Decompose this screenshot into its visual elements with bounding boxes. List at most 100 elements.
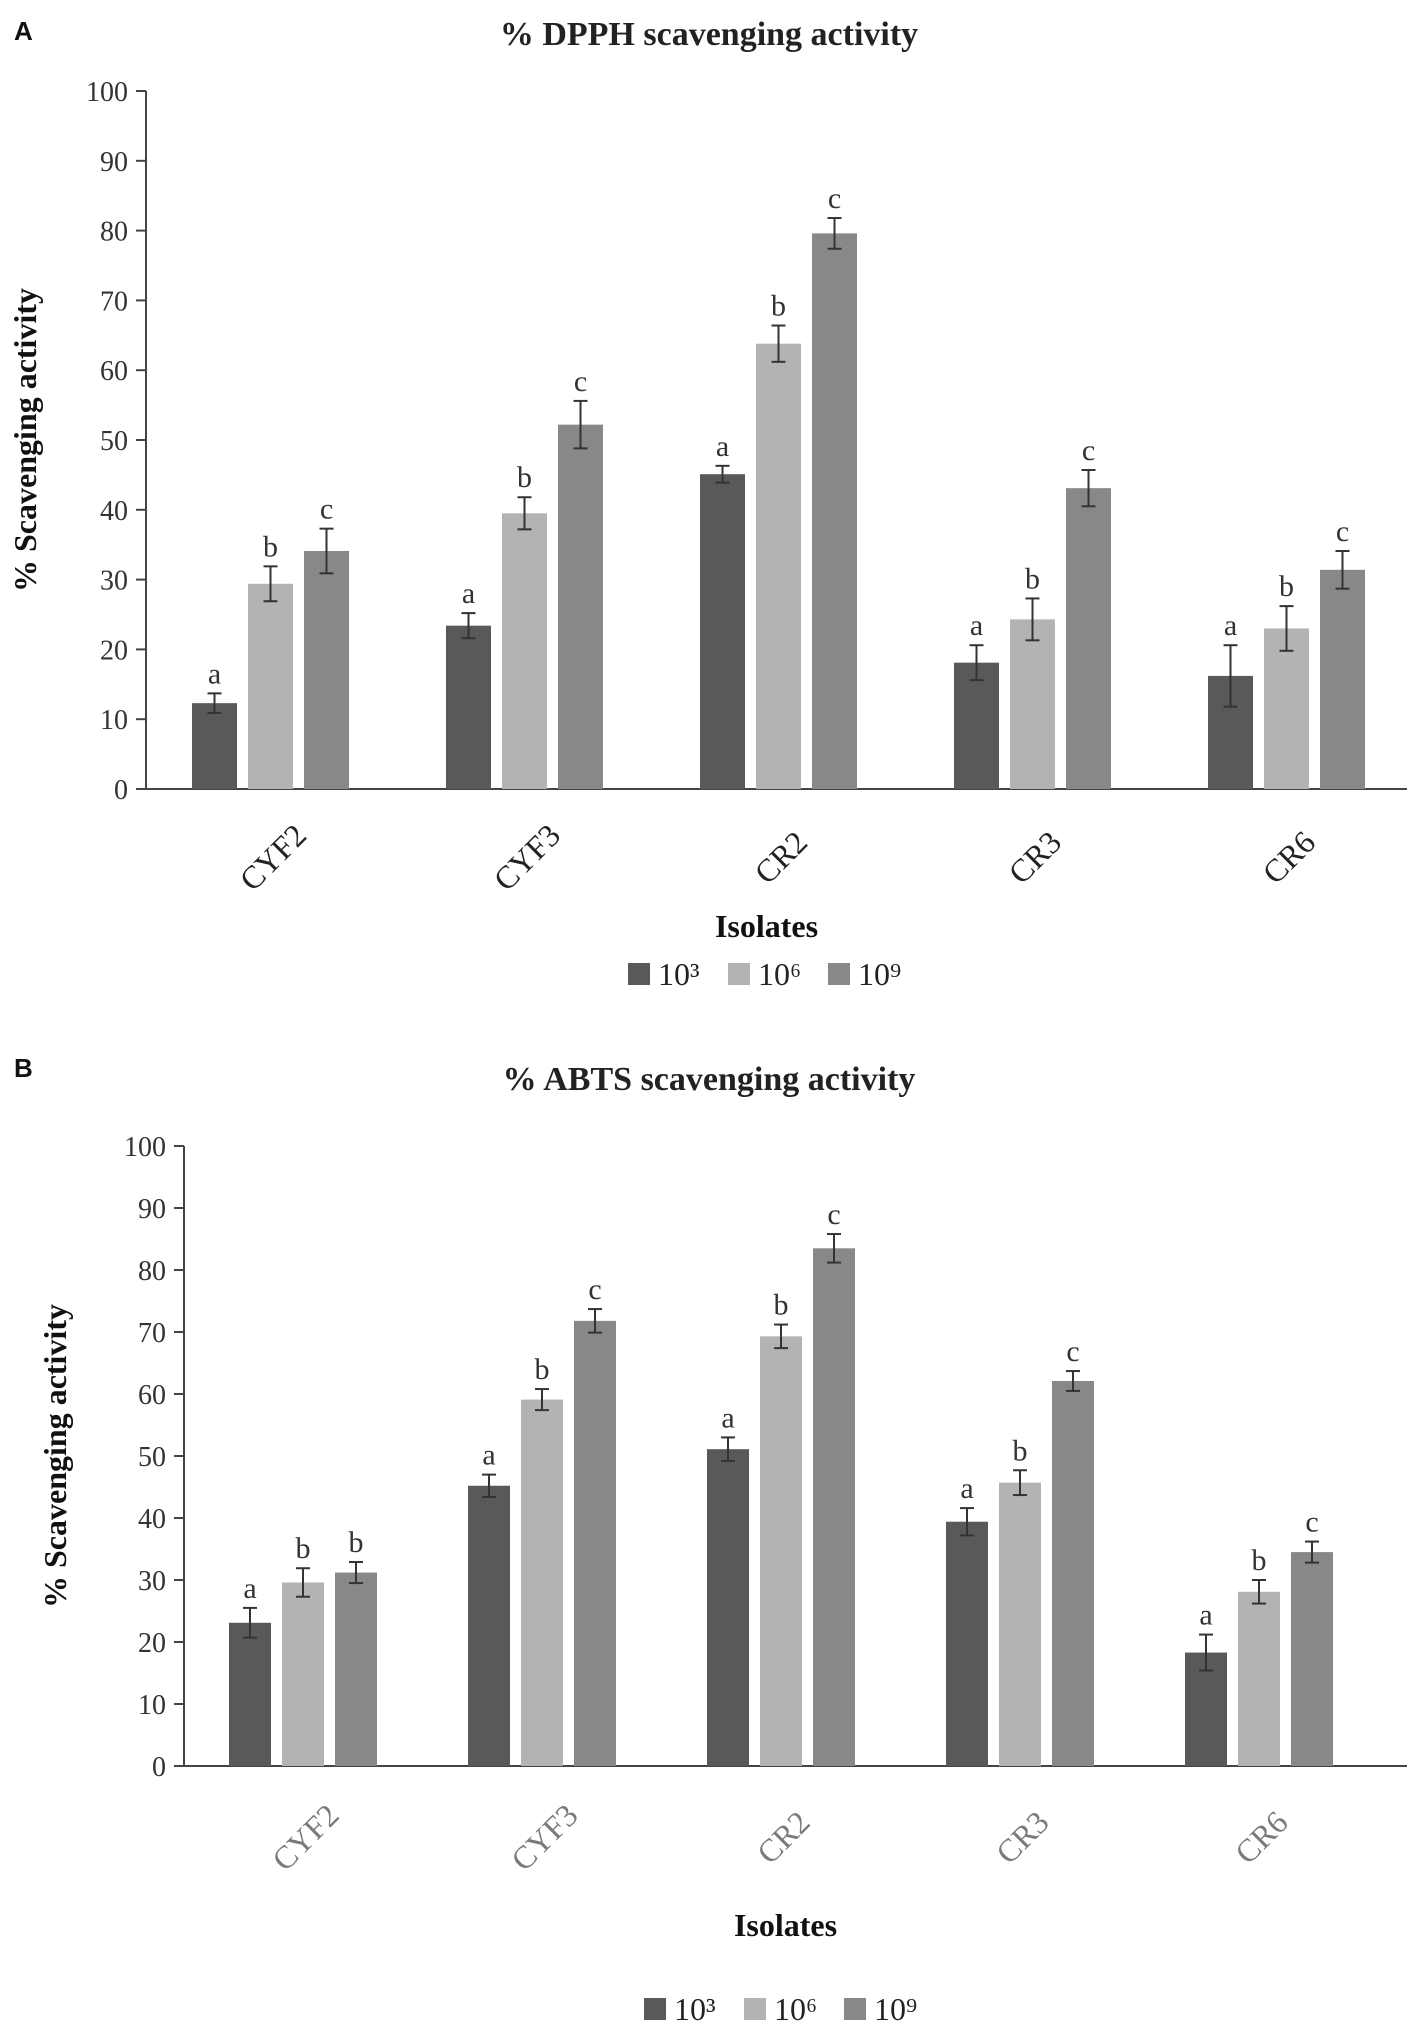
y-tick-label: 40 bbox=[138, 1504, 166, 1535]
significance-label: b bbox=[296, 1532, 311, 1565]
bar bbox=[574, 1320, 616, 1766]
bar bbox=[760, 1336, 802, 1766]
bar bbox=[468, 1485, 510, 1766]
legend-label: 10⁶ bbox=[774, 1991, 817, 2027]
panel-a: A % DPPH scavenging activity % Scavenging … bbox=[7, 16, 1407, 992]
y-tick-label: 70 bbox=[138, 1318, 166, 1349]
significance-label: c bbox=[828, 182, 841, 215]
y-tick-label: 30 bbox=[100, 566, 128, 597]
significance-label: b bbox=[349, 1526, 364, 1559]
y-tick-label: 20 bbox=[100, 635, 128, 666]
legend-swatch bbox=[728, 963, 750, 985]
x-tick-label: CR6 bbox=[1228, 1804, 1295, 1871]
significance-label: a bbox=[960, 1472, 973, 1505]
bar bbox=[946, 1521, 988, 1766]
significance-label: a bbox=[1224, 609, 1237, 642]
x-tick-label: CYF2 bbox=[232, 817, 313, 898]
y-tick-label: 70 bbox=[100, 286, 128, 317]
significance-label: b bbox=[774, 1289, 789, 1322]
chart-title: % ABTS scavenging activity bbox=[503, 1061, 916, 1098]
significance-label: b bbox=[1279, 570, 1294, 603]
x-tick-label: CR2 bbox=[750, 1804, 817, 1871]
panel-letter: A bbox=[14, 16, 33, 46]
bar bbox=[282, 1582, 324, 1766]
significance-label: c bbox=[588, 1273, 601, 1306]
y-tick-label: 80 bbox=[138, 1256, 166, 1287]
significance-label: b bbox=[1252, 1544, 1267, 1577]
chart-title: % DPPH scavenging activity bbox=[500, 16, 918, 53]
significance-label: b bbox=[517, 461, 532, 494]
x-tick-label: CR3 bbox=[1001, 824, 1068, 891]
bar bbox=[707, 1449, 749, 1766]
y-tick-label: 100 bbox=[86, 77, 128, 108]
y-tick-label: 30 bbox=[138, 1566, 166, 1597]
significance-label: c bbox=[1336, 515, 1349, 548]
bar bbox=[1264, 628, 1309, 789]
significance-label: c bbox=[827, 1198, 840, 1231]
legend-label: 10⁹ bbox=[874, 1991, 917, 2027]
significance-label: c bbox=[1082, 434, 1095, 467]
y-tick-label: 10 bbox=[138, 1690, 166, 1721]
legend-label: 10³ bbox=[674, 1991, 716, 2027]
significance-label: c bbox=[320, 493, 333, 526]
bar bbox=[1066, 488, 1111, 789]
significance-label: b bbox=[1013, 1434, 1028, 1467]
y-tick-label: 100 bbox=[124, 1132, 166, 1163]
legend-label: 10⁶ bbox=[758, 956, 801, 992]
significance-label: a bbox=[1199, 1599, 1212, 1632]
bar bbox=[756, 343, 801, 789]
legend-swatch bbox=[628, 963, 650, 985]
bar bbox=[1320, 569, 1365, 789]
bar bbox=[1052, 1380, 1094, 1766]
bar bbox=[1291, 1552, 1333, 1766]
bar bbox=[1010, 619, 1055, 789]
legend-label: 10⁹ bbox=[858, 956, 901, 992]
x-tick-label: CR6 bbox=[1255, 824, 1322, 891]
y-tick-label: 50 bbox=[138, 1442, 166, 1473]
x-tick-label: CR3 bbox=[989, 1804, 1056, 1871]
x-tick-label: CYF3 bbox=[504, 1797, 585, 1878]
bar bbox=[229, 1622, 271, 1766]
bar bbox=[812, 233, 857, 790]
significance-label: a bbox=[721, 1401, 734, 1434]
y-tick-label: 10 bbox=[100, 705, 128, 736]
bar bbox=[248, 583, 293, 789]
bar bbox=[502, 513, 547, 789]
bar bbox=[954, 662, 999, 789]
significance-label: b bbox=[535, 1353, 550, 1386]
y-axis-label: % Scavenging activity bbox=[7, 288, 43, 592]
legend-swatch bbox=[744, 1998, 766, 2020]
y-tick-label: 0 bbox=[152, 1752, 166, 1783]
bar bbox=[192, 703, 237, 789]
bar bbox=[813, 1248, 855, 1766]
significance-label: c bbox=[1305, 1506, 1318, 1539]
bar bbox=[999, 1482, 1041, 1766]
y-tick-label: 90 bbox=[100, 147, 128, 178]
bar bbox=[521, 1399, 563, 1766]
y-tick-label: 50 bbox=[100, 426, 128, 457]
bar bbox=[304, 550, 349, 789]
y-tick-label: 20 bbox=[138, 1628, 166, 1659]
bar bbox=[335, 1572, 377, 1766]
legend-swatch bbox=[644, 1998, 666, 2020]
x-axis-label: Isolates bbox=[715, 908, 818, 944]
legend-label: 10³ bbox=[658, 956, 700, 992]
y-tick-label: 80 bbox=[100, 217, 128, 248]
x-tick-label: CYF2 bbox=[265, 1797, 346, 1878]
significance-label: a bbox=[716, 430, 729, 463]
bar bbox=[446, 625, 491, 789]
significance-label: a bbox=[462, 577, 475, 610]
significance-label: a bbox=[208, 657, 221, 690]
significance-label: b bbox=[1025, 562, 1040, 595]
legend-swatch bbox=[844, 1998, 866, 2020]
significance-label: a bbox=[243, 1572, 256, 1605]
significance-label: b bbox=[263, 530, 278, 563]
significance-label: a bbox=[482, 1439, 495, 1472]
y-tick-label: 90 bbox=[138, 1194, 166, 1225]
panel-letter: B bbox=[14, 1053, 33, 1083]
x-tick-label: CYF3 bbox=[486, 817, 567, 898]
significance-label: b bbox=[771, 290, 786, 323]
y-tick-label: 60 bbox=[100, 356, 128, 387]
y-tick-label: 60 bbox=[138, 1380, 166, 1411]
